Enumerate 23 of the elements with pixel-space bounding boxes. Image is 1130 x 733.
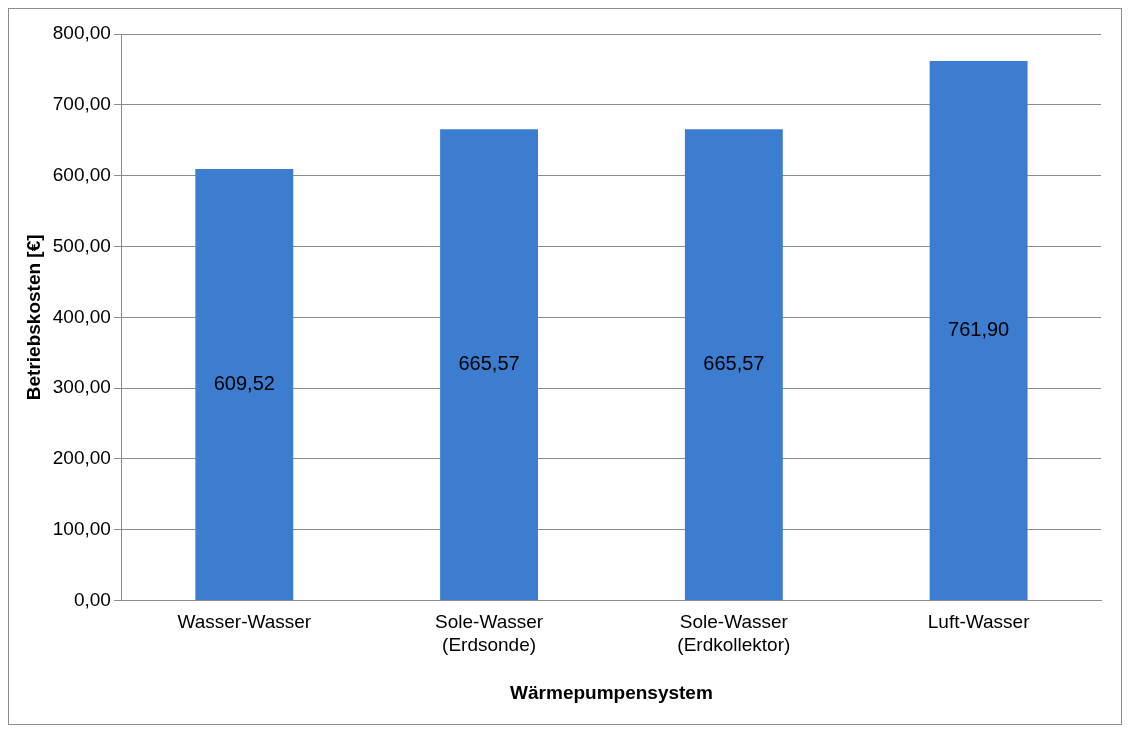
y-tick-label: 800,00 xyxy=(52,22,111,44)
bar xyxy=(929,60,1028,601)
x-axis-title: Wärmepumpensystem xyxy=(510,681,713,703)
bar xyxy=(684,129,783,601)
y-tick-label: 300,00 xyxy=(52,376,111,398)
y-tick-label: 0,00 xyxy=(73,588,111,610)
data-label: 665,57 xyxy=(458,352,520,375)
y-tick-label: 700,00 xyxy=(52,93,111,115)
y-tick-label: 600,00 xyxy=(52,163,111,185)
x-tick-label: Sole-Wasser (Erdsonde) xyxy=(435,611,544,656)
y-tick-label: 100,00 xyxy=(52,518,111,540)
data-label: 665,57 xyxy=(703,352,765,375)
x-tick-label: Luft-Wasser xyxy=(927,611,1031,633)
y-axis-title: Betriebskosten [€] xyxy=(22,234,44,401)
y-tick-label: 200,00 xyxy=(52,447,111,469)
bar xyxy=(195,168,294,601)
bar xyxy=(440,129,539,601)
y-tick-label: 400,00 xyxy=(52,305,111,327)
data-label: 609,52 xyxy=(213,372,275,395)
y-tick-label: 500,00 xyxy=(52,234,111,256)
data-label: 761,90 xyxy=(948,318,1010,341)
x-tick-label: Sole-Wasser (Erdkollektor) xyxy=(677,611,791,656)
x-tick-label: Wasser-Wasser xyxy=(177,611,312,633)
